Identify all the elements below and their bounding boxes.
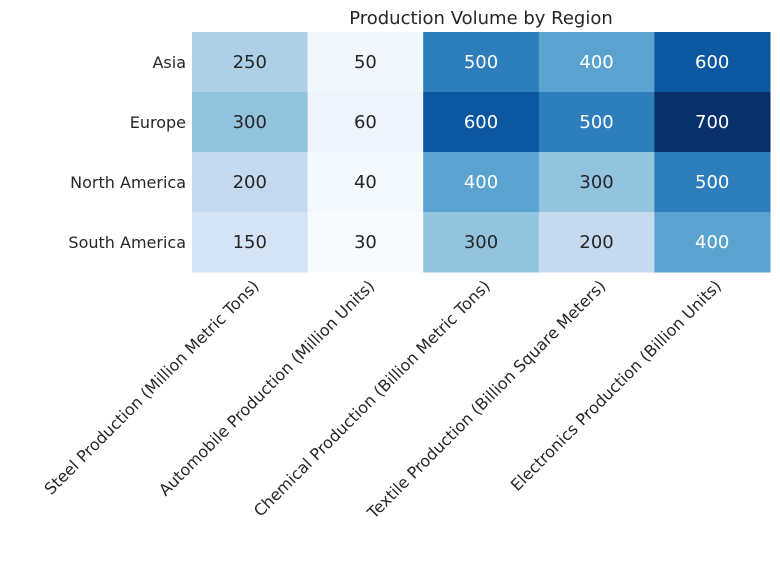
cell-value-label-r1-c0: 300 — [233, 112, 267, 133]
cell-value-label-r2-c1: 40 — [354, 172, 377, 193]
cell-value-label-r0-c4: 600 — [695, 52, 729, 73]
heatmap-cell-r0-c2 — [423, 32, 540, 93]
cell-value-label-r2-c3: 300 — [579, 172, 613, 193]
heatmap-cell-r2-c2 — [423, 152, 540, 213]
cell-value-label-r0-c0: 250 — [233, 52, 267, 73]
column-label-2: Chemical Production (Billion Metric Tons… — [250, 276, 494, 520]
cell-value-label-r1-c4: 700 — [695, 112, 729, 133]
cell-value-label-r1-c3: 500 — [579, 112, 613, 133]
heatmap-cell-r2-c3 — [538, 152, 655, 213]
row-label-0: Asia — [152, 53, 186, 72]
column-label-0: Steel Production (Million Metric Tons) — [41, 276, 263, 498]
heatmap-cell-r0-c4 — [654, 32, 771, 93]
cell-value-label-r2-c0: 200 — [233, 172, 267, 193]
row-labels: Asia Europe North America South America — [68, 53, 186, 252]
row-label-1: Europe — [130, 113, 186, 132]
heatmap-cell-r3-c4 — [654, 212, 771, 273]
row-label-2: North America — [70, 173, 186, 192]
cell-value-label-r0-c2: 500 — [464, 52, 498, 73]
heatmap-cell-r3-c0 — [192, 212, 309, 273]
column-label-3: Textile Production (Billion Square Meter… — [363, 276, 610, 523]
heatmap-cell-r2-c4 — [654, 152, 771, 213]
cell-value-label-r2-c4: 500 — [695, 172, 729, 193]
heatmap-cell-r3-c1 — [307, 212, 424, 273]
heatmap-cell-r1-c0 — [192, 92, 309, 153]
cell-value-label-r0-c1: 50 — [354, 52, 377, 73]
cell-value-label-r3-c3: 200 — [579, 232, 613, 253]
heatmap-cell-r1-c4 — [654, 92, 771, 153]
cell-value-label-r2-c2: 400 — [464, 172, 498, 193]
heatmap-cell-r0-c3 — [538, 32, 655, 93]
heatmap-cell-r2-c1 — [307, 152, 424, 213]
heatmap-cell-r1-c1 — [307, 92, 424, 153]
column-labels: Steel Production (Million Metric Tons)Au… — [41, 276, 725, 523]
cell-value-label-r0-c3: 400 — [579, 52, 613, 73]
cell-value-label-r3-c4: 400 — [695, 232, 729, 253]
cell-value-label-r1-c2: 600 — [464, 112, 498, 133]
cell-value-label-r3-c0: 150 — [233, 232, 267, 253]
heatmap-cell-r3-c2 — [423, 212, 540, 273]
heatmap-cell-r0-c0 — [192, 32, 309, 93]
cell-value-label-r1-c1: 60 — [354, 112, 377, 133]
heatmap-cell-r3-c3 — [538, 212, 655, 273]
heatmap-cell-r1-c2 — [423, 92, 540, 153]
heatmap-cells: 250 50 500 400 600 300 60 600 500 700 200 40 400 300 5… — [192, 32, 771, 273]
row-label-3: South America — [68, 233, 186, 252]
column-label-4: Electronics Production (Billion Units) — [507, 276, 725, 494]
chart-title: Production Volume by Region — [349, 8, 613, 29]
column-label-1: Automobile Production (Million Units) — [155, 276, 378, 499]
heatmap-cell-r2-c0 — [192, 152, 309, 213]
cell-value-label-r3-c2: 300 — [464, 232, 498, 253]
heatmap-cell-r0-c1 — [307, 32, 424, 93]
heatmap-cell-r1-c3 — [538, 92, 655, 153]
cell-value-label-r3-c1: 30 — [354, 232, 377, 253]
